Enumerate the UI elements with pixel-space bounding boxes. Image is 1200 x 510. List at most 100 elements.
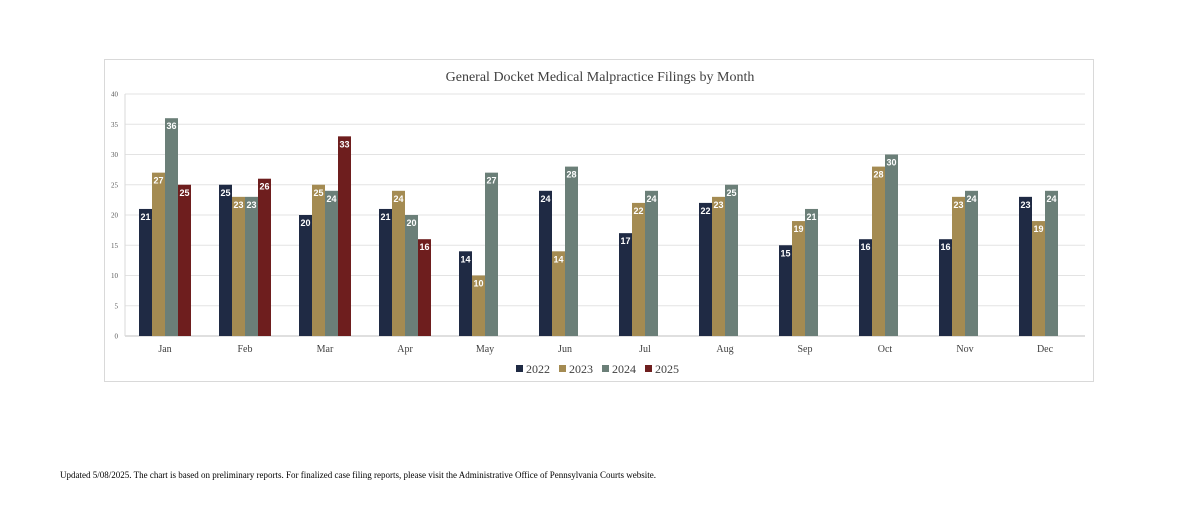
y-tick-label: 25 [111, 181, 119, 189]
bar-may-2024 [485, 172, 498, 336]
data-label: 27 [153, 176, 163, 186]
x-tick-label: May [476, 344, 494, 355]
data-label: 24 [1046, 194, 1056, 204]
bar-may-2022 [459, 251, 472, 336]
y-tick-label: 35 [111, 121, 119, 129]
y-tick-label: 20 [111, 212, 119, 220]
gridlines [124, 93, 1085, 337]
data-label: 23 [246, 200, 256, 210]
legend-label: 2024 [612, 362, 636, 376]
bar-mar-2023 [312, 184, 325, 336]
bar-nov-2022 [939, 239, 952, 336]
bar-jun-2023 [552, 251, 565, 336]
data-label: 14 [460, 254, 470, 264]
bar-oct-2022 [859, 239, 872, 336]
data-label: 25 [220, 188, 230, 198]
bar-mar-2024 [325, 190, 338, 336]
bar-apr-2022 [379, 208, 392, 336]
data-label: 36 [166, 121, 176, 131]
data-label: 25 [726, 188, 736, 198]
data-label: 23 [1020, 200, 1030, 210]
data-label: 22 [633, 206, 643, 216]
bar-aug-2022 [699, 202, 712, 336]
bar-may-2023 [472, 275, 485, 336]
bar-sep-2023 [792, 221, 805, 336]
legend: 2022 2023 2024 2025 [516, 362, 679, 376]
data-label: 23 [713, 200, 723, 210]
legend-label: 2025 [655, 362, 679, 376]
y-tick-label: 40 [111, 91, 119, 99]
data-label: 24 [540, 194, 550, 204]
bar-aug-2023 [712, 196, 725, 336]
data-label: 14 [553, 254, 563, 264]
bar-sep-2024 [805, 208, 818, 336]
y-tick-label: 5 [115, 302, 119, 310]
data-label: 17 [620, 236, 630, 246]
data-label: 20 [406, 218, 416, 228]
x-axis-ticks: Jan Feb Mar Apr May Jun Jul Aug Sep Oct Nov Dec [158, 344, 1053, 355]
bar-feb-2025 [258, 178, 271, 336]
bar-jun-2024 [565, 166, 578, 336]
y-tick-label: 0 [115, 333, 119, 341]
bar-feb-2022 [219, 184, 232, 336]
data-label: 24 [646, 194, 656, 204]
data-label: 27 [486, 176, 496, 186]
bar-sep-2022 [779, 245, 792, 336]
data-label: 19 [793, 224, 803, 234]
data-label: 25 [179, 188, 189, 198]
bar-apr-2024 [405, 215, 418, 336]
chart-title: General Docket Medical Malpractice Filin… [446, 70, 755, 85]
bar-dec-2024 [1045, 190, 1058, 336]
x-tick-label: Nov [956, 344, 973, 355]
data-label: 21 [806, 212, 816, 222]
bar-feb-2023 [232, 196, 245, 336]
chart-frame: General Docket Medical Malpractice Filin… [104, 59, 1094, 382]
bar-chart: General Docket Medical Malpractice Filin… [111, 70, 1085, 376]
bar-jan-2022 [139, 208, 152, 336]
bar-jul-2023 [632, 202, 645, 336]
data-label: 20 [300, 218, 310, 228]
data-label: 24 [966, 194, 976, 204]
x-tick-label: Sep [798, 344, 813, 355]
x-tick-label: Aug [716, 344, 733, 355]
legend-swatch [645, 365, 652, 372]
data-label: 10 [473, 279, 483, 289]
bar-feb-2024 [245, 196, 258, 336]
legend-label: 2023 [569, 362, 593, 376]
data-label: 19 [1033, 224, 1043, 234]
data-label: 24 [326, 194, 336, 204]
x-tick-label: Jul [639, 344, 651, 355]
legend-label: 2022 [526, 362, 550, 376]
bar-jan-2023 [152, 172, 165, 336]
data-label: 28 [566, 170, 576, 180]
x-tick-label: Mar [317, 344, 334, 355]
data-label: 15 [780, 248, 790, 258]
bar-mar-2022 [299, 215, 312, 336]
bar-apr-2025 [418, 239, 431, 336]
data-label: 21 [140, 212, 150, 222]
data-label: 28 [873, 170, 883, 180]
bar-jul-2022 [619, 233, 632, 336]
data-label: 21 [380, 212, 390, 222]
bar-apr-2023 [392, 190, 405, 336]
bar-nov-2023 [952, 196, 965, 336]
data-label: 24 [393, 194, 403, 204]
bar-dec-2023 [1032, 221, 1045, 336]
bar-jul-2024 [645, 190, 658, 336]
data-label: 33 [339, 139, 349, 149]
bar-jan-2025 [178, 184, 191, 336]
legend-swatch [516, 365, 523, 372]
x-tick-label: Oct [878, 344, 893, 355]
data-label: 25 [313, 188, 323, 198]
data-label: 30 [886, 158, 896, 168]
data-label: 16 [860, 242, 870, 252]
legend-swatch [602, 365, 609, 372]
data-label: 16 [419, 242, 429, 252]
bars [139, 118, 1058, 336]
legend-swatch [559, 365, 566, 372]
bar-aug-2024 [725, 184, 738, 336]
data-label: 16 [940, 242, 950, 252]
bar-oct-2024 [885, 154, 898, 336]
bar-dec-2022 [1019, 196, 1032, 336]
